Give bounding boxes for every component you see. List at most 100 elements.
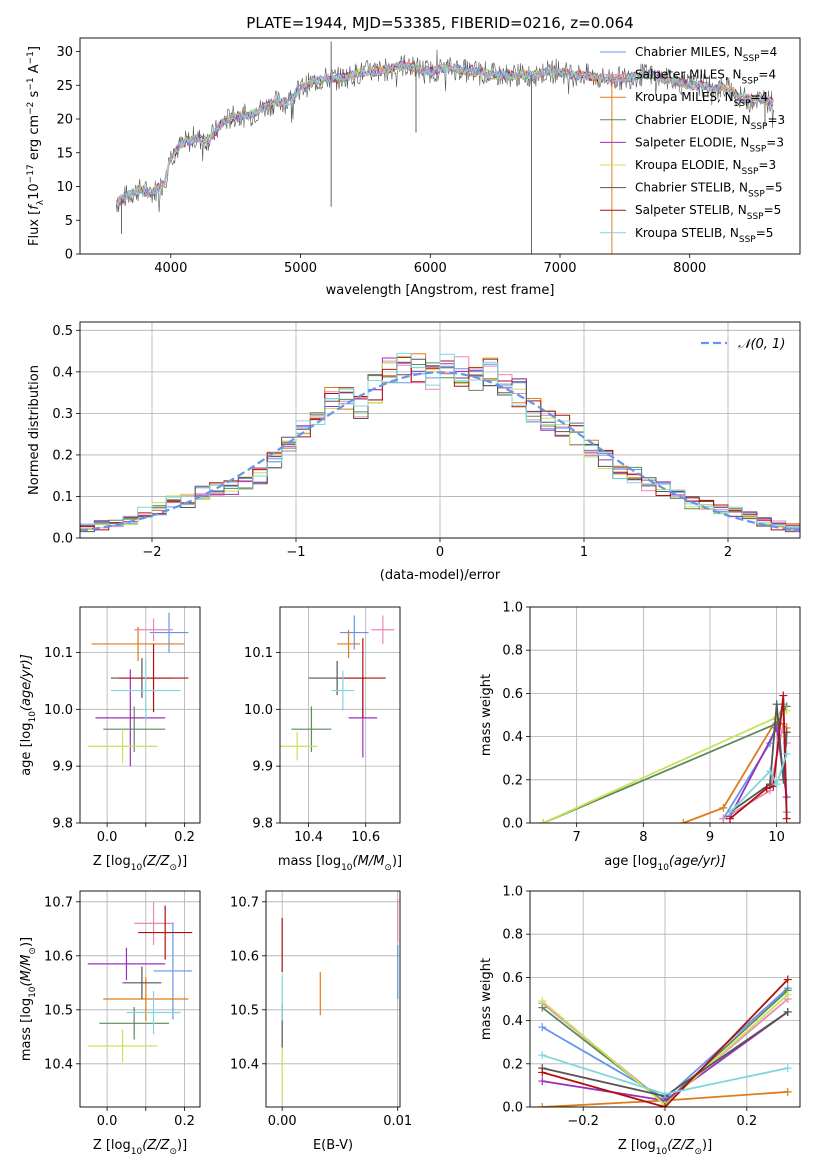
x-axis-label: Z [log10(Z/Z⊙)] (618, 1138, 712, 1157)
y-tick-label: 10.4 (44, 1057, 73, 1072)
axes-frame (529, 890, 801, 1108)
chart-title: PLATE=1944, MJD=53385, FIBERID=0216, z=0… (246, 14, 633, 32)
weight-marker (783, 1064, 792, 1073)
x-tick-label: 10.4 (294, 830, 323, 845)
label-part: =5 (764, 203, 782, 217)
label-part: =3 (766, 135, 784, 149)
weight-marker (726, 808, 734, 817)
x-tick-label: 1 (580, 545, 588, 560)
y-tick-label: 15 (56, 146, 73, 161)
label-part: mass [log (278, 854, 341, 869)
y-tick-label: 10.6 (44, 949, 73, 964)
label-part: −1 (26, 51, 36, 64)
label-part: Z [log (93, 1138, 131, 1153)
weight-marker (783, 1007, 792, 1016)
label-part: Salpeter ELODIE, N (635, 135, 749, 149)
weight-marker (772, 780, 781, 789)
y-tick-label: 0.4 (502, 730, 523, 745)
x-tick-label: 0 (436, 545, 444, 560)
x-axis-label: wavelength [Angstrom, rest frame] (326, 283, 555, 298)
label-part: SSP (749, 144, 766, 154)
y-tick-label: 30 (56, 45, 73, 60)
weight-marker (538, 1068, 547, 1077)
label-part: )] (19, 937, 34, 947)
weight-marker (661, 1103, 669, 1107)
label-part: λ (36, 199, 46, 205)
x-axis-label: Z [log10(Z/Z⊙)] (93, 1138, 187, 1157)
x-tick-label: 0.0 (97, 1114, 118, 1129)
x-tick-label: −0.2 (567, 1114, 599, 1129)
plot-area (87, 901, 193, 1063)
y-tick-label: 0.4 (52, 365, 73, 380)
y-axis-label: mass weight (479, 958, 494, 1040)
y-tick-label: 0.0 (502, 1101, 523, 1116)
label-part: Kroupa ELODIE, N (635, 158, 742, 172)
y-axis-label: mass [log10(M/M⊙)] (19, 937, 38, 1061)
label-part: )] (702, 1138, 712, 1153)
label-part: f (27, 203, 42, 210)
weight-marker (538, 1103, 547, 1107)
label-part: ⊙ (169, 1147, 177, 1157)
x-axis-label: Z [log10(Z/Z⊙)] (93, 854, 187, 873)
label-part: mass [log (19, 998, 34, 1061)
y-tick-label: 0.1 (52, 490, 73, 505)
label-part: Z [log (618, 1138, 656, 1153)
y-tick-label: 5 (65, 214, 73, 229)
label-part: 10 (656, 1147, 668, 1157)
spectrum-line-kroupa_stelib (115, 61, 774, 207)
y-tick-label: 10 (56, 180, 73, 195)
y-tick-label: 0 (65, 248, 73, 263)
axes-residuals: −2 −1 0 1 2 0.0 0.1 0.2 0.3 0.4 0.5 (data-model)/er… (27, 321, 801, 583)
label-part: ⊙ (28, 947, 38, 955)
y-tick-label: 1.0 (502, 601, 523, 616)
axes-age_vs_Z: 0.0 0.29.89.910.010.1Z [log10(Z/Z⊙)]age [… (19, 606, 201, 873)
legend-label: Salpeter MILES, NSSP=4 (635, 68, 776, 87)
label-part: ⊙ (694, 1147, 702, 1157)
y-tick-label: 0.0 (52, 532, 73, 547)
label-part: (age/yr)] (669, 854, 726, 869)
y-axis-label: Normed distribution (27, 365, 42, 495)
label-part: A (27, 64, 42, 77)
label-part: Chabrier MILES, N (635, 45, 743, 59)
axes-mass_weight_vs_age: 7 8 9 10 0.0 0.2 0.4 0.6 0.8 1.0 mass weight age [l… (479, 601, 801, 873)
label-part: SSP (739, 235, 756, 245)
weight-marker (538, 997, 547, 1006)
y-tick-label: 0.8 (502, 644, 523, 659)
y-axis-label: age [log10(age/yr)] (19, 654, 38, 776)
x-tick-label: 0.2 (174, 830, 195, 845)
axes-frame (79, 606, 201, 824)
spectrum-line-salpeter_miles (116, 60, 774, 204)
weight-marker (779, 691, 788, 700)
x-axis-label: E(B-V) (313, 1138, 353, 1153)
axes-frame (279, 606, 401, 824)
label-part: =5 (765, 181, 783, 195)
weight-line-kroupa_miles (682, 717, 788, 823)
y-tick-label: 0.0 (502, 817, 523, 832)
y-tick-label: 9.8 (252, 817, 273, 832)
x-tick-label: 0.01 (383, 1114, 412, 1129)
x-tick-label: 10.6 (351, 830, 380, 845)
label-part: SSP (742, 77, 759, 87)
legend-label: Kroupa MILES, NSSP=4 (635, 90, 768, 109)
y-tick-label: 25 (56, 79, 73, 94)
x-tick-label: 7 (573, 830, 581, 845)
weight-marker (661, 1090, 669, 1099)
weight-marker (783, 1087, 792, 1096)
legend-label: Kroupa ELODIE, NSSP=3 (635, 158, 776, 177)
x-tick-label: 0.2 (736, 1114, 757, 1129)
label-part: Salpeter MILES, N (635, 68, 742, 82)
plot-area (538, 975, 792, 1107)
label-part: SSP (747, 212, 764, 222)
x-tick-label: 0.0 (97, 830, 118, 845)
x-axis-label: (data-model)/error (380, 568, 501, 583)
y-axis-label: mass weight (479, 674, 494, 756)
y-tick-label: 0.4 (502, 1014, 523, 1029)
plot-area (115, 41, 775, 254)
axes-frame (79, 321, 801, 539)
normal-curve (80, 371, 800, 532)
histogram-kroupa_stelib (80, 352, 800, 528)
label-part: 10 (341, 863, 353, 873)
label-part: =3 (767, 113, 785, 127)
legend-label: Chabrier STELIB, NSSP=5 (635, 181, 783, 200)
x-tick-label: 6000 (414, 261, 447, 276)
